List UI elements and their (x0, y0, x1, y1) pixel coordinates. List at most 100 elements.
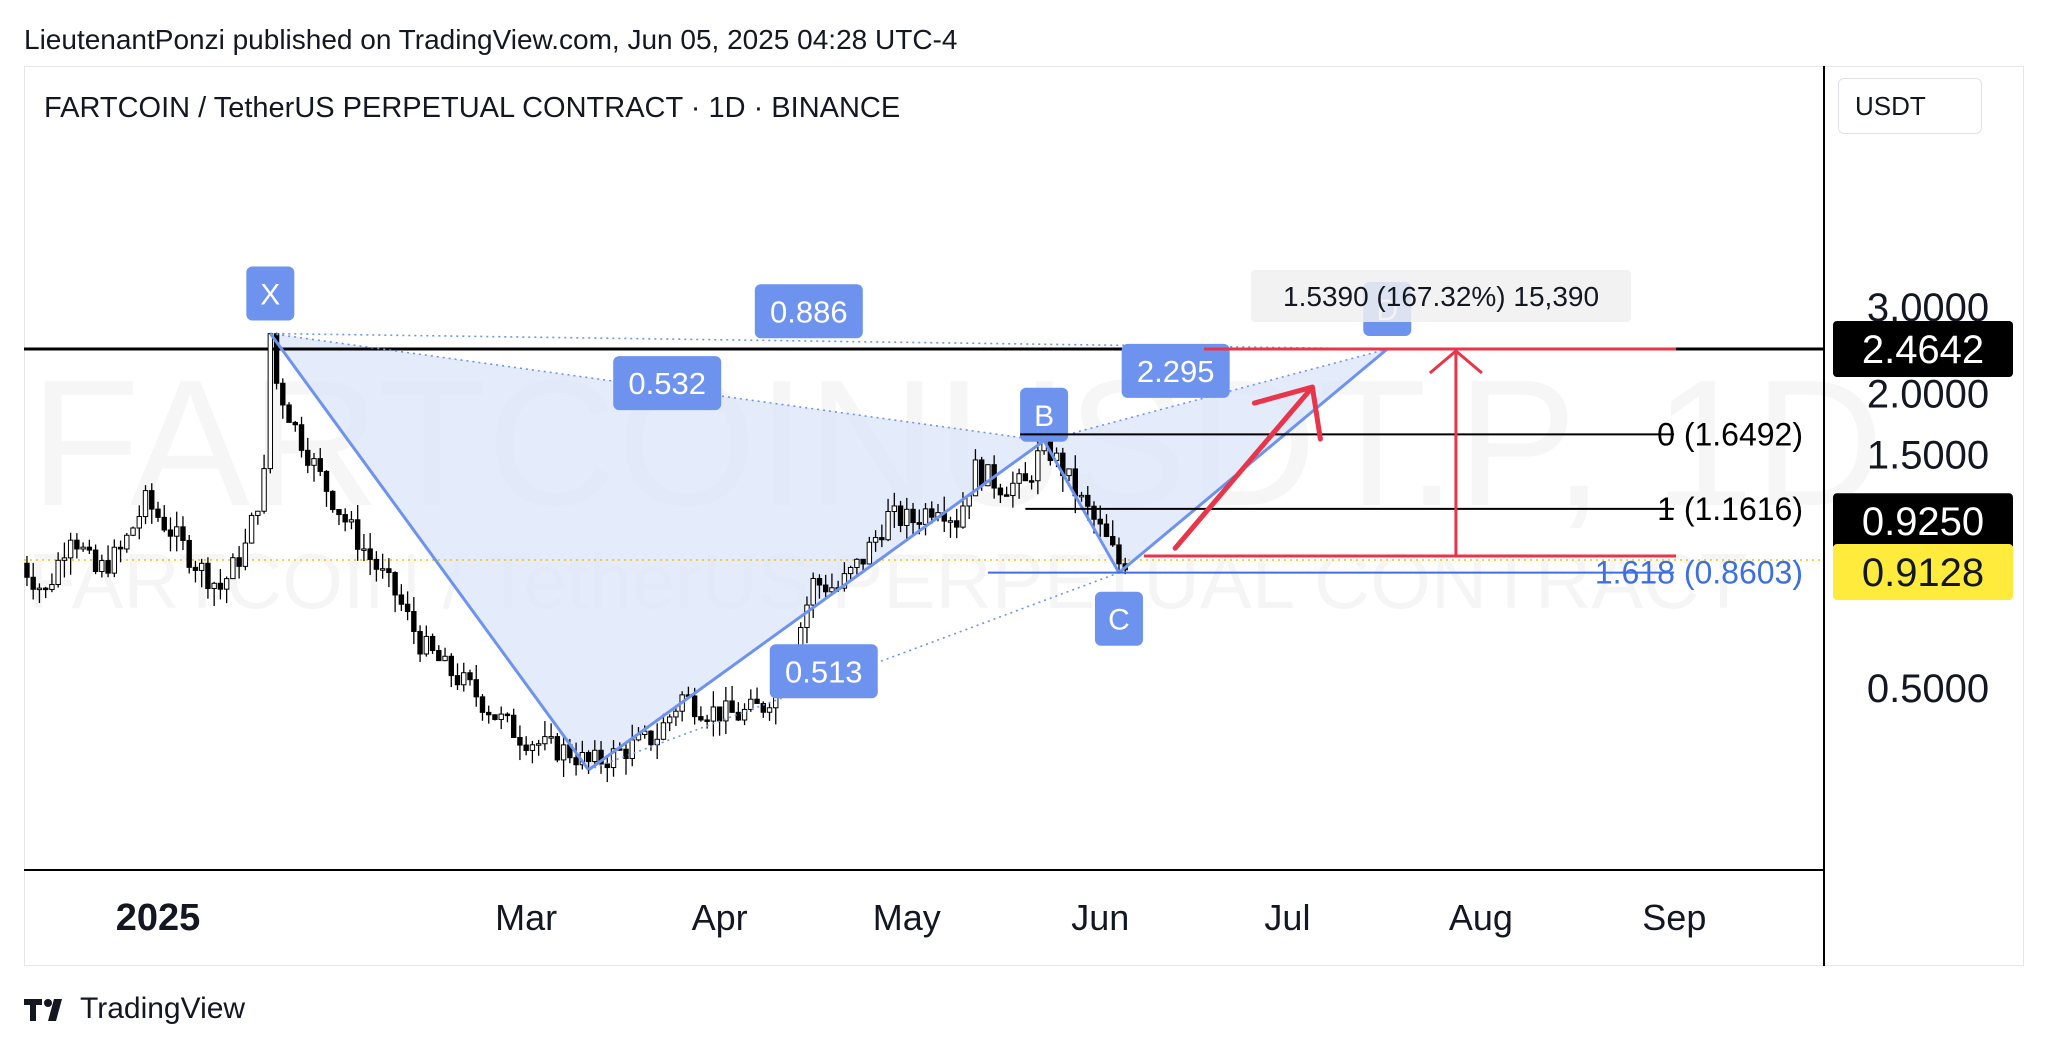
candle-body (735, 711, 742, 721)
point-label-b[interactable]: B (1034, 400, 1054, 433)
candle-body (442, 655, 448, 662)
price-label-1[interactable]: 0.9250 (1862, 500, 1984, 544)
ratio-label[interactable]: 2.295 (1137, 354, 1215, 389)
candle-body (904, 508, 910, 527)
candle-body (217, 582, 224, 590)
candle-body (429, 635, 436, 651)
candle-body (149, 490, 155, 510)
price-label-0[interactable]: 2.4642 (1862, 328, 1984, 372)
candle-body (885, 511, 891, 541)
candle-body (872, 537, 879, 543)
candle-body (1110, 535, 1116, 546)
candle-body (205, 562, 211, 590)
pattern-leg-AB[interactable] (587, 439, 1045, 772)
ratio-label[interactable]: 0.532 (628, 366, 706, 401)
candle-body (198, 562, 205, 571)
candle-body (461, 672, 467, 686)
projection-arrow[interactable] (1172, 384, 1315, 551)
candle-body (960, 505, 966, 528)
ratio-label-bg[interactable] (1121, 343, 1230, 398)
candle-body (230, 557, 236, 580)
candle-body (248, 514, 255, 544)
candle-body (236, 557, 242, 567)
ratio-label[interactable]: 0.513 (785, 654, 863, 689)
measure-label[interactable]: 1.5390 (167.32%) 15,390 (1283, 281, 1599, 312)
price-label-bg-0[interactable] (1833, 321, 2013, 377)
candle-body (267, 333, 274, 470)
fib-label-2: 1.618 (0.8603) (1595, 555, 1803, 591)
candle-body (660, 722, 667, 740)
ratio-label-bg[interactable] (769, 644, 878, 699)
candle-body (716, 706, 723, 722)
x-tick-label: Sep (1642, 897, 1706, 938)
candle-body (985, 464, 991, 487)
candle-body (498, 713, 504, 720)
candle-body (161, 516, 167, 531)
candle-body (1103, 523, 1110, 537)
candle-body (174, 526, 180, 537)
pattern-leg-BC[interactable] (1042, 440, 1121, 574)
fib-label-0: 0 (1.6492) (1657, 416, 1803, 452)
candle-body (510, 714, 517, 738)
pattern-leg-XA[interactable] (269, 332, 590, 771)
candle-body (542, 736, 548, 745)
footer-brand[interactable]: TradingView (24, 992, 245, 1026)
candle-body (36, 587, 43, 591)
candle-body (142, 490, 149, 518)
candle-body (854, 558, 860, 568)
candle-body (922, 508, 929, 525)
candle-body (529, 744, 536, 751)
candle-body (124, 534, 130, 550)
candle-body (361, 548, 367, 551)
candle-body (473, 679, 479, 698)
measure-label-bg[interactable] (1251, 270, 1632, 322)
candle-body (710, 706, 717, 722)
pattern-leg-CD[interactable] (1117, 347, 1389, 574)
candle-body (648, 730, 654, 746)
candle-body (49, 584, 55, 590)
ratio-label-bg[interactable] (754, 284, 863, 339)
candle-body (972, 459, 979, 497)
candle-body (841, 573, 848, 589)
candle-body (436, 649, 442, 662)
candle-body (1003, 494, 1010, 497)
candle-body (879, 537, 885, 541)
candle-body (223, 578, 230, 590)
candle-body (554, 736, 561, 761)
footer-brand-label: TradingView (80, 992, 246, 1025)
candle-body (1116, 544, 1122, 565)
candle-body (978, 459, 985, 487)
price-label-bg-1[interactable] (1833, 493, 2013, 550)
candle-body (386, 568, 392, 574)
candle-body (392, 572, 398, 596)
point-label-bg-b[interactable] (1020, 387, 1069, 442)
candle-body (55, 559, 61, 586)
candle-body (317, 458, 323, 472)
candle-body (610, 748, 617, 769)
price-label-2[interactable]: 0.9128 (1862, 551, 1984, 595)
candle-body (947, 520, 954, 523)
point-label-x[interactable]: X (260, 279, 280, 312)
candle-body (242, 542, 249, 567)
candle-body (305, 449, 311, 466)
candle-body (130, 527, 136, 536)
candle-body (1022, 473, 1029, 482)
ratio-label-bg[interactable] (613, 356, 722, 411)
symbol-title[interactable]: FARTCOIN / TetherUS PERPETUAL CONTRACT ·… (44, 92, 901, 124)
candle-body (323, 470, 330, 492)
candle-body (105, 560, 111, 574)
candle-body (423, 635, 430, 655)
candle-body (673, 710, 679, 718)
currency-button[interactable]: USDT (1838, 78, 1982, 134)
ratio-label[interactable]: 0.886 (770, 294, 848, 329)
candle-body (866, 541, 873, 565)
point-label-bg-c[interactable] (1094, 591, 1143, 646)
candle-body (255, 510, 261, 516)
candle-body (585, 752, 592, 763)
candle-body (86, 546, 93, 551)
point-label-bg-x[interactable] (246, 266, 295, 321)
candle-body (691, 695, 698, 718)
price-label-bg-2[interactable] (1833, 544, 2013, 601)
point-label-c[interactable]: C (1108, 604, 1130, 637)
